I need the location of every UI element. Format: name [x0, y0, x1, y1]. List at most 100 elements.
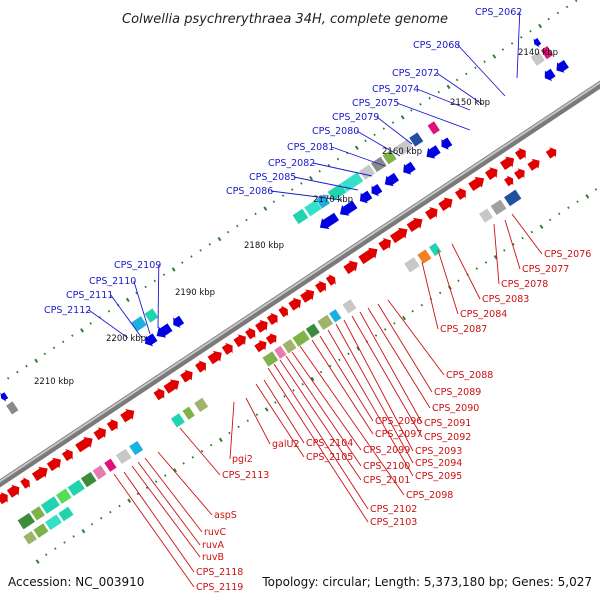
forward-gene-label: CPS_2105: [306, 452, 353, 463]
category-tile: [416, 248, 432, 265]
tick-mark-upper: [492, 54, 497, 59]
tick-mark-upper: [520, 36, 523, 39]
reverse-label-leader: [110, 294, 143, 339]
category-tile: [427, 120, 441, 135]
forward-gene-label: CPS_2103: [370, 517, 417, 528]
tick-mark-lower: [246, 419, 249, 423]
forward-gene-arrow: [106, 419, 118, 432]
forward-gene-label: CPS_2089: [434, 387, 481, 398]
forward-gene-label: CPS_2088: [446, 370, 493, 381]
forward-gene-label: CPS_2102: [370, 504, 417, 515]
forward-gene-label: CPS_2087: [440, 324, 487, 335]
tick-mark-upper: [43, 352, 47, 356]
category-tile: [292, 329, 311, 348]
forward-label-leader: [511, 213, 543, 255]
forward-gene-label: CPS_2092: [424, 432, 471, 443]
category-tile: [32, 522, 49, 539]
category-tile: [115, 448, 133, 465]
forward-gene-arrow: [221, 342, 233, 355]
category-tile: [40, 495, 61, 515]
forward-gene-arrow: [195, 360, 206, 373]
tick-mark-lower: [328, 364, 332, 368]
tick-mark-lower: [475, 267, 479, 270]
tick-mark-lower: [264, 407, 269, 412]
forward-gene-arrow: [288, 297, 301, 311]
forward-gene-label: galU2: [272, 439, 300, 450]
tick-mark-upper: [529, 29, 532, 33]
tick-mark-upper: [190, 255, 193, 258]
category-tile: [182, 406, 196, 421]
tick-mark-lower: [191, 456, 195, 459]
forward-gene-arrow: [343, 260, 358, 275]
tick-mark-lower: [301, 382, 304, 386]
forward-label-leader: [229, 401, 235, 460]
tick-mark-lower: [237, 425, 240, 429]
forward-label-leader: [387, 299, 445, 376]
reverse-gene-arrow: [173, 315, 185, 328]
reverse-gene-label: CPS_2072: [392, 68, 439, 79]
category-tile: [17, 512, 36, 530]
category-tile: [55, 488, 73, 505]
tick-mark-upper: [290, 188, 294, 191]
forward-gene-label: CPS_2077: [522, 264, 569, 275]
tick-mark-upper: [327, 163, 331, 167]
reverse-label-leader: [436, 72, 483, 105]
forward-label-leader: [267, 367, 369, 523]
tick-mark-lower: [118, 504, 121, 508]
reverse-label-leader: [331, 146, 386, 167]
forward-gene-label: CPS_2094: [415, 458, 462, 469]
category-tiles: [5, 45, 554, 545]
kbp-label: 2200 kbp: [106, 334, 146, 344]
forward-gene-label: CPS_2113: [222, 470, 269, 481]
forward-gene-label: CPS_2098: [406, 490, 453, 501]
tick-mark-lower: [356, 346, 361, 351]
forward-gene-arrow: [20, 477, 30, 489]
reverse-label-leader: [376, 116, 413, 145]
gene-labels: CPS_2062 CPS_2068 CPS_2072 CPS_2074 CPS_2075…: [44, 7, 591, 593]
kbp-labels: 2140 kbp 2150 kbp 2160 kbp 2170 kbp 2180 kbp…: [34, 48, 558, 387]
tick-mark-upper: [336, 157, 340, 161]
forward-label-leader: [179, 427, 221, 476]
topology-text: Topology: circular; Length: 5,373,180 bp…: [261, 575, 592, 589]
forward-gene-label: aspS: [214, 510, 237, 521]
tick-mark-upper: [364, 139, 367, 143]
category-tile: [503, 189, 522, 207]
forward-gene-label: CPS_2095: [415, 471, 462, 482]
tick-mark-lower: [411, 309, 414, 313]
kbp-label: 2210 kbp: [34, 377, 74, 387]
tick-mark-upper: [263, 206, 268, 211]
forward-gene-arrow: [545, 147, 557, 159]
reverse-gene-label: CPS_2079: [332, 112, 379, 123]
tick-mark-upper: [16, 370, 19, 374]
category-tile: [358, 164, 376, 181]
tick-mark-lower: [521, 236, 524, 240]
tick-mark-lower: [393, 322, 396, 325]
forward-gene-arrow: [325, 274, 336, 286]
tick-mark-lower: [438, 291, 442, 295]
forward-gene-label: CPS_2097: [375, 429, 422, 440]
forward-label-leader: [451, 243, 481, 300]
forward-label-leader: [157, 451, 213, 516]
forward-gene-arrow: [378, 238, 391, 251]
label-leader-lines: [88, 11, 543, 588]
reverse-gene-arrow: [371, 184, 383, 197]
category-tile: [67, 479, 86, 497]
tick-mark-upper: [25, 364, 28, 368]
tick-mark-upper: [80, 328, 84, 333]
category-tile: [143, 307, 159, 324]
forward-gene-label: pgi2: [232, 454, 253, 465]
tick-mark-lower: [54, 547, 57, 550]
category-tile: [315, 193, 331, 210]
forward-gene-label: CPS_2119: [196, 582, 243, 593]
tick-mark-upper: [373, 133, 376, 137]
tick-mark-lower: [109, 510, 112, 514]
forward-label-leader: [291, 351, 362, 451]
tick-mark-lower: [145, 486, 149, 490]
tick-mark-upper: [547, 17, 550, 21]
tick-mark-upper: [474, 66, 477, 70]
tick-mark-upper: [181, 261, 184, 264]
reverse-label-leader: [416, 88, 471, 111]
category-tile: [193, 397, 209, 413]
tick-mark-upper: [483, 60, 486, 63]
category-tile: [530, 51, 546, 67]
